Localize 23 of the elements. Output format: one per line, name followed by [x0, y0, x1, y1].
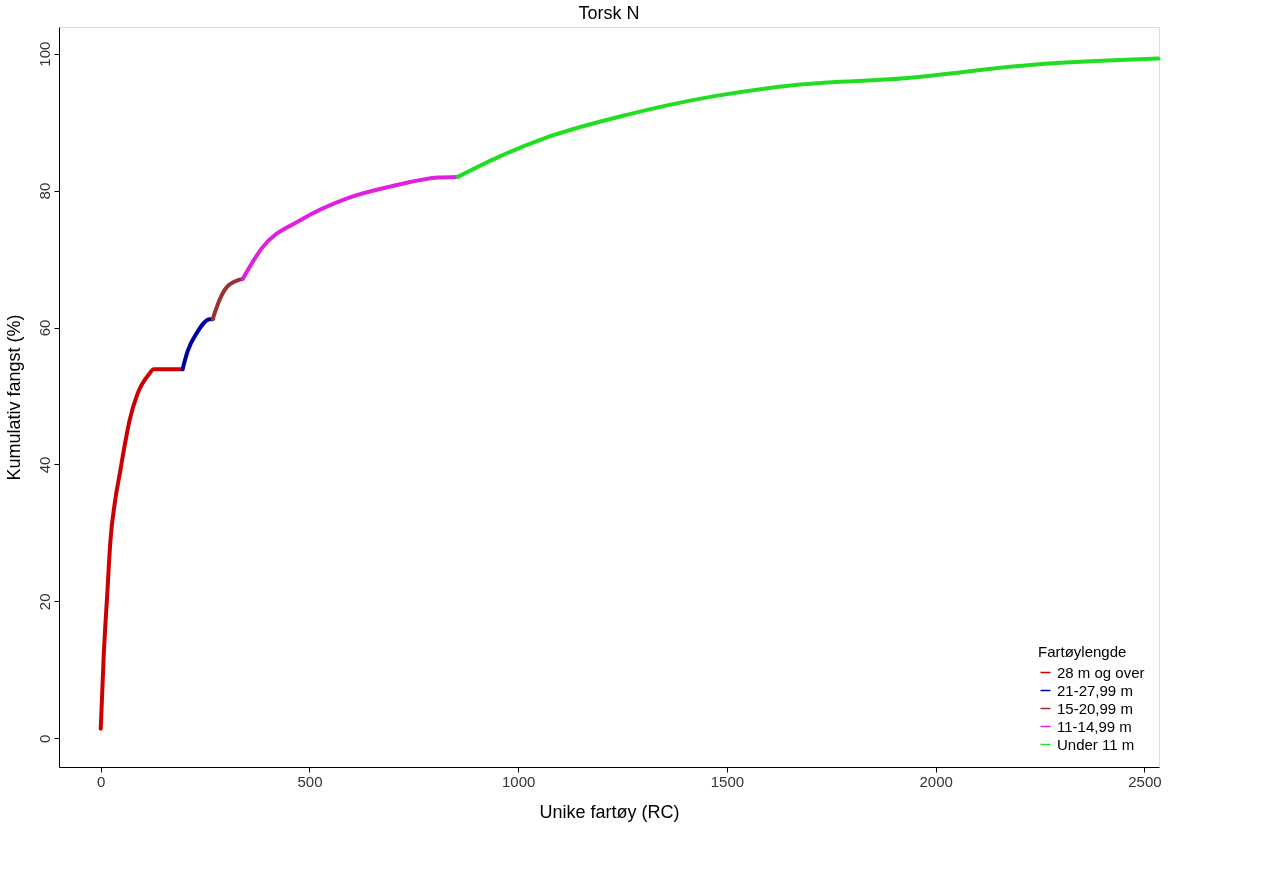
x-tick-label: 1000	[502, 772, 536, 790]
y-tick-label: 80	[35, 182, 53, 200]
legend-label: 11-14,99 m	[1057, 717, 1132, 735]
x-tick-label: 2000	[919, 772, 953, 790]
y-axis-title: Kumulativ fangst (%)	[3, 314, 24, 481]
y-tick-label: 0	[35, 734, 53, 743]
x-tick-label: 1500	[710, 772, 745, 790]
legend-label: Under 11 m	[1057, 735, 1135, 753]
y-tick-label: 60	[35, 319, 53, 337]
x-axis-title: Unike fartøy (RC)	[539, 801, 680, 822]
legend-title: Fartøylengde	[1038, 643, 1127, 660]
y-tick-label: 20	[35, 593, 53, 611]
chart-title: Torsk N	[578, 3, 640, 23]
y-tick-label: 40	[35, 456, 53, 474]
legend-label: 28 m og over	[1057, 663, 1145, 681]
legend-label: 21-27,99 m	[1057, 681, 1133, 699]
legend-label: 15-20,99 m	[1057, 699, 1133, 717]
line-series	[210, 276, 245, 322]
line-series	[455, 56, 1161, 179]
y-tick-label: 100	[35, 41, 53, 67]
x-tick-label: 500	[297, 772, 323, 790]
x-tick-label: 0	[97, 772, 106, 790]
x-tick-label: 2500	[1128, 772, 1162, 790]
